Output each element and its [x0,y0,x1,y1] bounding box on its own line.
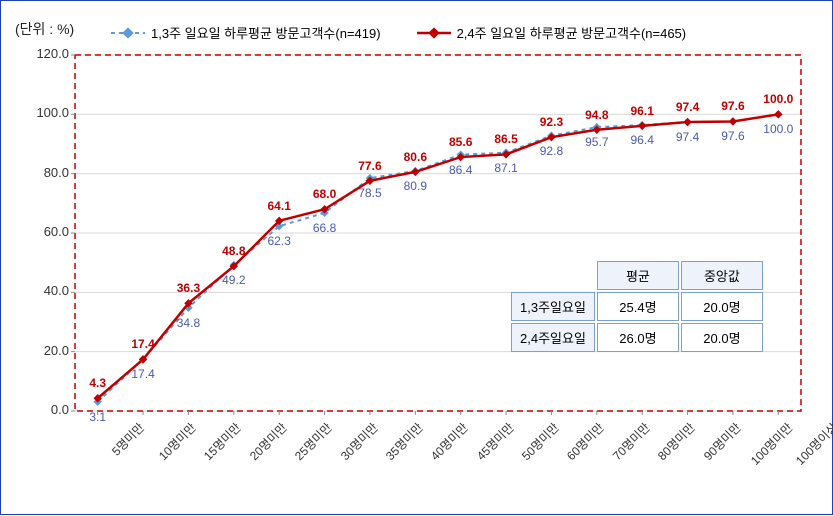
data-label-series2: 4.3 [89,376,106,390]
stats-rowlabel-1: 2,4주일요일 [511,323,595,352]
stats-rowlabel-0: 1,3주일요일 [511,292,595,321]
data-label-series2: 80.6 [404,150,427,164]
y-tick-label: 120.0 [21,46,69,61]
data-label-series1: 62.3 [268,234,291,248]
data-label-series2: 17.4 [131,337,154,351]
data-label-series1: 95.7 [585,135,608,149]
data-label-series2: 92.3 [540,115,563,129]
y-tick-label: 100.0 [21,105,69,120]
data-label-series2: 96.1 [631,104,654,118]
y-tick-label: 60.0 [21,224,69,239]
data-label-series1: 97.6 [721,129,744,143]
data-label-series2: 68.0 [313,187,336,201]
data-label-series1: 97.4 [676,130,699,144]
data-label-series1: 92.8 [540,144,563,158]
stats-header-median: 중앙값 [681,261,763,290]
y-tick-label: 80.0 [21,165,69,180]
stats-median-1: 20.0명 [681,323,763,352]
data-label-series1: 96.4 [631,133,654,147]
data-label-series1: 17.4 [131,367,154,381]
chart-frame: (단위 : %) 1,3주 일요일 하루평균 방문고객수(n=419) 2,4주… [0,0,833,515]
data-label-series2: 64.1 [268,199,291,213]
data-label-series2: 94.8 [585,108,608,122]
data-label-series2: 77.6 [358,159,381,173]
data-label-series2: 36.3 [177,281,200,295]
stats-median-0: 20.0명 [681,292,763,321]
data-label-series1: 49.2 [222,273,245,287]
data-label-series1: 87.1 [494,161,517,175]
data-label-series1: 80.9 [404,179,427,193]
y-tick-label: 40.0 [21,283,69,298]
stats-mean-1: 26.0명 [597,323,679,352]
y-tick-label: 20.0 [21,343,69,358]
data-label-series2: 97.4 [676,100,699,114]
data-label-series2: 86.5 [494,132,517,146]
data-label-series2: 85.6 [449,135,472,149]
data-label-series1: 66.8 [313,221,336,235]
data-label-series1: 78.5 [358,186,381,200]
stats-blank-cell [511,261,595,290]
data-label-series2: 97.6 [721,99,744,113]
stats-row-0: 1,3주일요일 25.4명 20.0명 [511,292,763,321]
y-tick-label: 0.0 [21,402,69,417]
data-label-series2: 48.8 [222,244,245,258]
stats-header-mean: 평균 [597,261,679,290]
data-label-series1: 34.8 [177,316,200,330]
stats-table: 평균 중앙값 1,3주일요일 25.4명 20.0명 2,4주일요일 26.0명… [509,259,765,354]
stats-mean-0: 25.4명 [597,292,679,321]
data-label-series1: 3.1 [89,410,106,424]
data-label-series1: 100.0 [763,122,793,136]
data-label-series1: 86.4 [449,163,472,177]
stats-row-1: 2,4주일요일 26.0명 20.0명 [511,323,763,352]
data-label-series2: 100.0 [763,92,793,106]
